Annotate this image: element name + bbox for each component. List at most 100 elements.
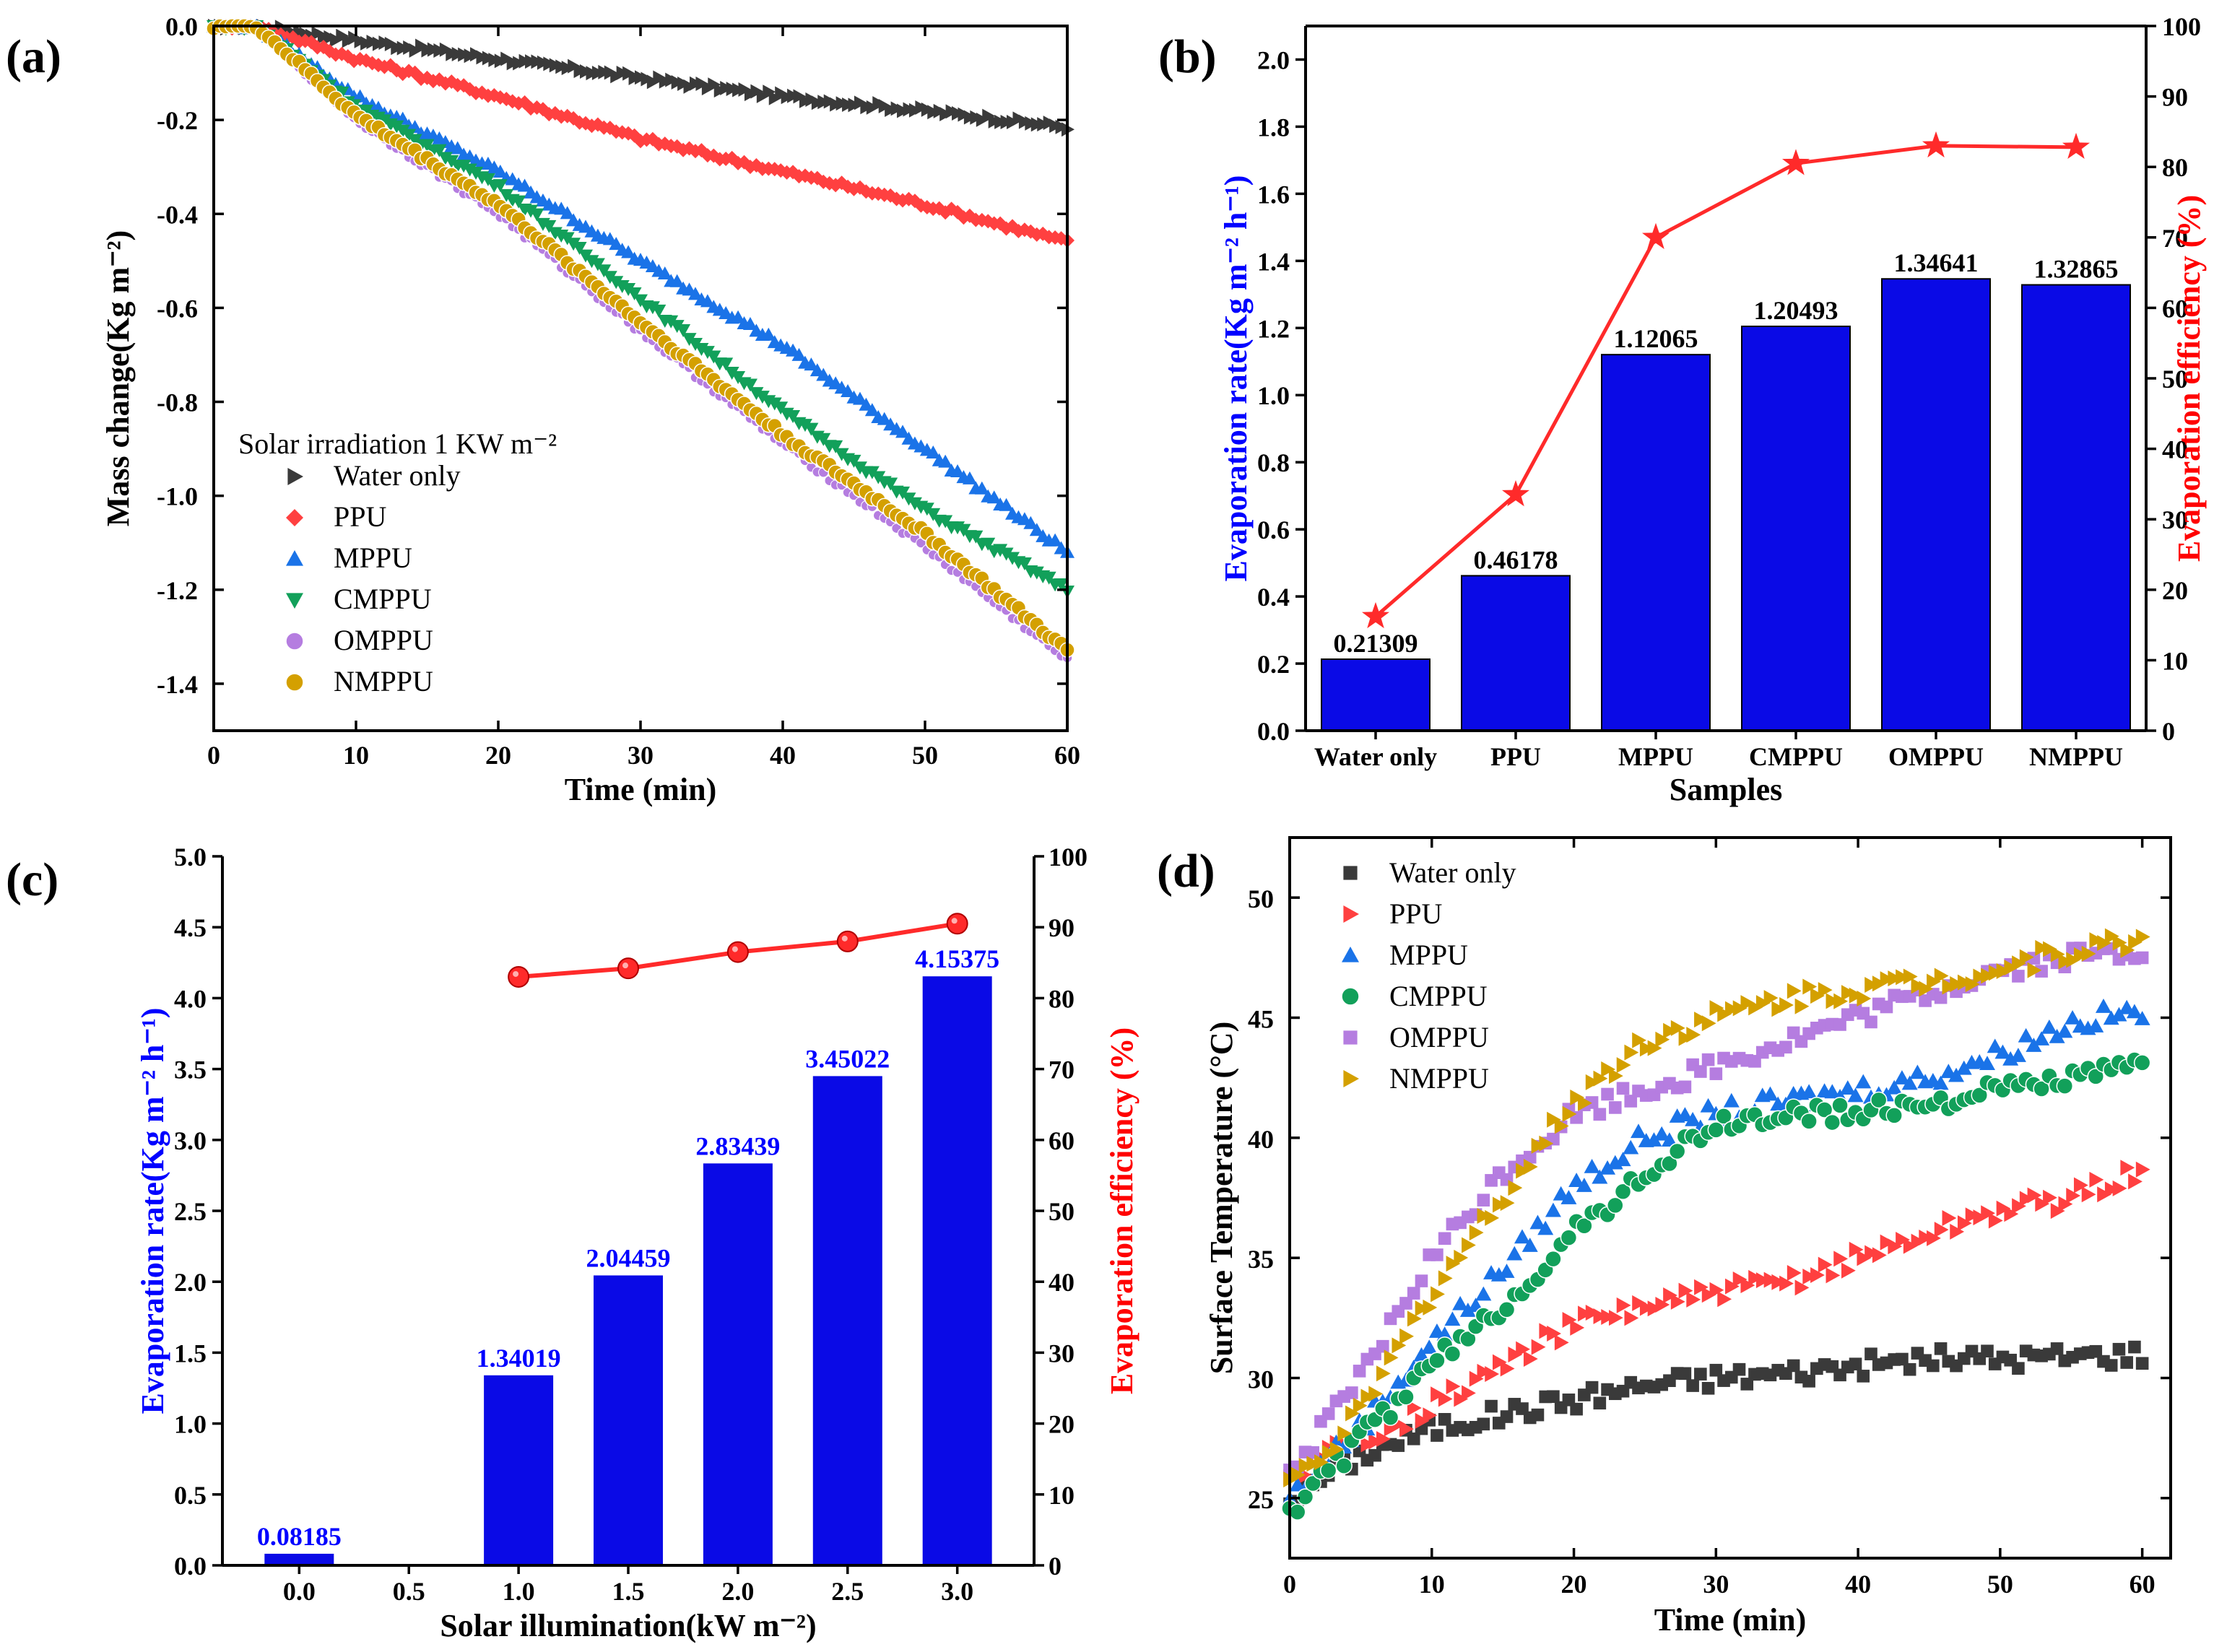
- data-point: [1554, 1118, 1569, 1134]
- data-point: [2073, 1177, 2088, 1194]
- data-point: [1639, 1300, 1654, 1316]
- data-point: [767, 397, 782, 411]
- data-point: [1655, 1296, 1670, 1313]
- y-tick-label: -0.4: [157, 200, 198, 229]
- data-point: [706, 350, 721, 364]
- x-tick-label: 40: [770, 741, 796, 770]
- data-point: [2066, 952, 2081, 968]
- x-tick-label: 3.0: [941, 1577, 973, 1606]
- data-point: [1428, 1352, 1446, 1370]
- x-tick-label: Water only: [1314, 742, 1437, 771]
- data-point: [2089, 1344, 2103, 1358]
- data-point: [1942, 978, 1957, 995]
- data-point: [1934, 1342, 1948, 1355]
- data-point: [1624, 1310, 1639, 1326]
- y-tick-label: 4.5: [174, 913, 207, 942]
- y-tick-label: 35: [1248, 1245, 1274, 1274]
- legend-marker: [1343, 1070, 1359, 1087]
- data-point: [1446, 1378, 1461, 1395]
- y-tick-label: 1.0: [1257, 381, 1290, 410]
- data-point: [2004, 1206, 2019, 1222]
- data-point: [1847, 1087, 1864, 1103]
- data-point: [2057, 1023, 2073, 1038]
- data-point: [2128, 1173, 2143, 1190]
- data-point: [749, 387, 764, 401]
- data-point: [2065, 1010, 2081, 1025]
- data-point: [687, 287, 703, 300]
- y-tick-label: -1.4: [157, 670, 198, 699]
- y-tick-label: 0.0: [174, 1552, 207, 1581]
- data-point: [1469, 1370, 1484, 1387]
- bar-value-label: 0.08185: [257, 1522, 342, 1551]
- panel-d-label: (d): [1157, 845, 1215, 897]
- data-point: [1701, 1287, 1716, 1303]
- data-point: [1670, 1020, 1685, 1036]
- data-point: [1500, 1195, 1515, 1212]
- data-point: [1802, 978, 1818, 995]
- data-point: [2126, 1004, 2143, 1019]
- data-point: [1485, 1399, 1498, 1413]
- data-point: [1932, 1075, 1949, 1090]
- data-point: [1319, 1461, 1337, 1479]
- x-tick-label: 60: [1054, 741, 1080, 770]
- x-tick-label: 0: [207, 741, 220, 770]
- data-point: [828, 440, 843, 453]
- data-point: [1539, 1323, 1554, 1339]
- data-point: [2026, 1038, 2042, 1052]
- data-point: [1407, 1399, 1422, 1416]
- x-tick-label: 50: [912, 741, 938, 770]
- data-point: [742, 317, 757, 331]
- y2-tick-label: 80: [1049, 984, 1075, 1013]
- data-point: [2049, 1028, 2065, 1043]
- data-point: [1523, 1158, 1538, 1175]
- data-point: [2058, 1196, 2073, 1212]
- data-point: [1663, 1022, 1677, 1039]
- data-point: [755, 391, 770, 404]
- legend-entry: NMPPU: [1389, 1062, 1489, 1095]
- data-point: [1407, 1310, 1422, 1327]
- data-point: [1701, 1053, 1715, 1066]
- y2-tick-label: 30: [2162, 505, 2188, 534]
- data-point: [1909, 1064, 1926, 1079]
- data-point: [1314, 1454, 1329, 1471]
- data-point: [1376, 1365, 1391, 1382]
- data-point: [1585, 1304, 1600, 1321]
- panel-c: (c) 0.08185 1.34019 2.04459 2.83439 3.45022 4.…: [6, 843, 1139, 1643]
- data-point: [2019, 1191, 2034, 1207]
- data-point: [1732, 1362, 1746, 1376]
- data-point: [1896, 969, 1910, 986]
- data-point: [926, 508, 941, 521]
- efficiency-star: [2062, 132, 2091, 160]
- data-point: [1578, 1305, 1592, 1322]
- panel-a-label: (a): [6, 30, 61, 83]
- data-point: [2035, 939, 2050, 956]
- data-point: [950, 464, 965, 478]
- data-point: [2104, 1181, 2119, 1198]
- data-point: [2043, 941, 2057, 957]
- data-point: [1864, 1015, 1877, 1029]
- x-tick-label: 2.0: [721, 1577, 754, 1606]
- data-point: [1523, 1350, 1538, 1367]
- data-point: [1459, 1330, 1477, 1348]
- data-point: [1431, 1386, 1445, 1403]
- data-point: [804, 357, 819, 371]
- data-point: [1794, 998, 1810, 1014]
- data-point: [2012, 970, 2025, 983]
- y-tick-label: 50: [1248, 884, 1274, 913]
- data-point: [1624, 1095, 1638, 1108]
- data-point: [1531, 1408, 1545, 1422]
- data-point: [1399, 1297, 1412, 1310]
- data-point: [1492, 1196, 1507, 1213]
- data-point: [651, 304, 667, 318]
- data-point: [1849, 1357, 1862, 1370]
- data-point: [1864, 1245, 1879, 1261]
- y2-tick-label: 40: [1049, 1268, 1075, 1297]
- data-point: [1987, 1038, 2003, 1053]
- data-point: [1934, 991, 1948, 1004]
- x-tick-label: 60: [2130, 1570, 2156, 1599]
- data-point: [1755, 1272, 1771, 1289]
- data-point: [352, 89, 368, 103]
- data-point: [816, 174, 831, 189]
- data-point: [1919, 981, 1934, 997]
- data-point: [517, 178, 532, 192]
